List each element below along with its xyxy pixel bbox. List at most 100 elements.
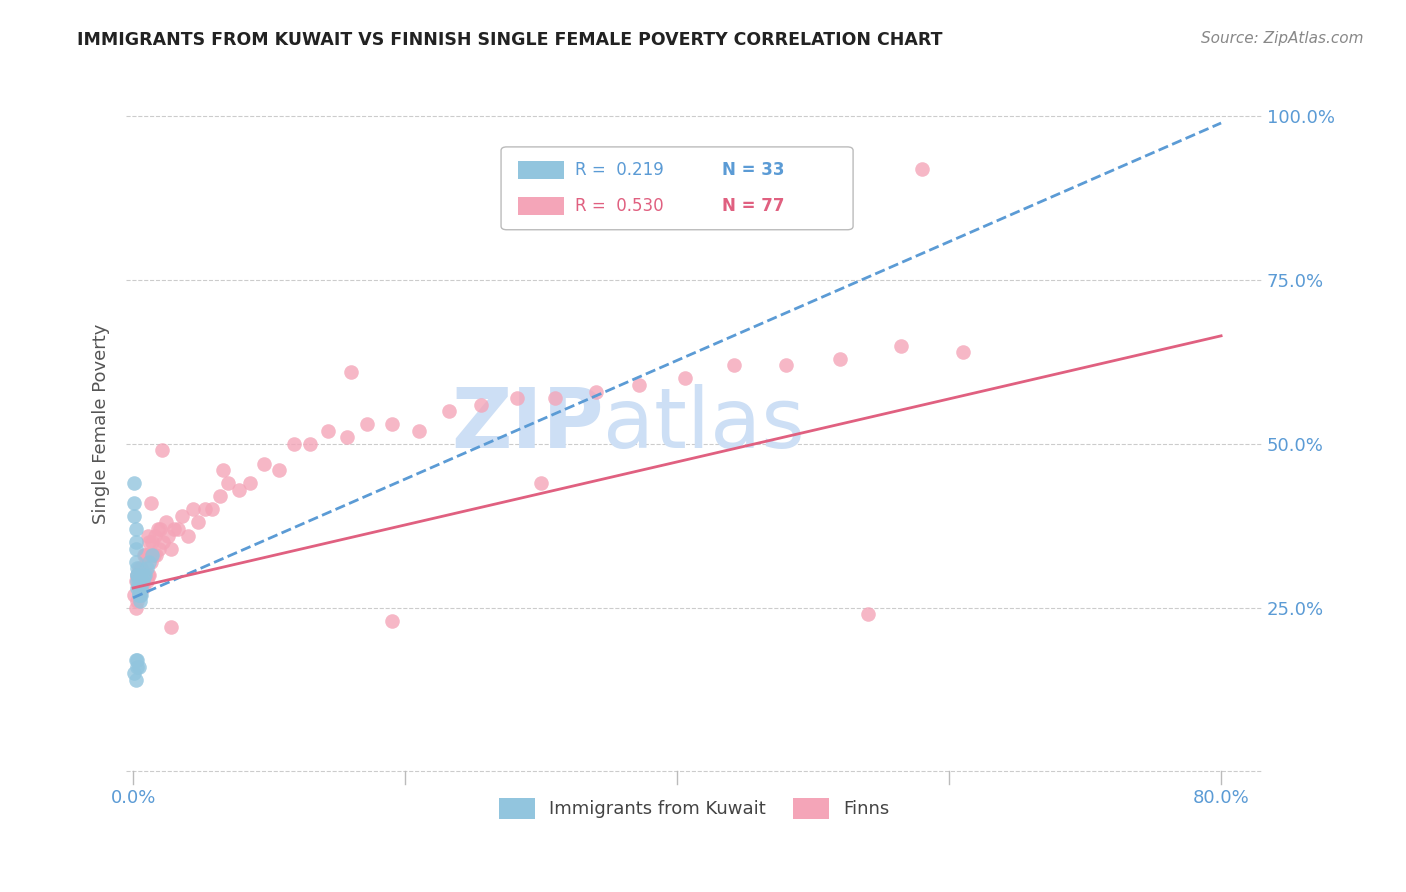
Point (911, 161, 934, 176)
Point (627, 378, 650, 392)
Point (149, 522, 172, 536)
Point (127, 567, 149, 582)
Point (127, 567, 149, 582)
Point (124, 476, 146, 491)
Point (830, 351, 852, 366)
Point (201, 502, 224, 516)
Point (128, 587, 150, 601)
Point (298, 437, 321, 451)
Point (127, 574, 149, 589)
Point (316, 424, 339, 438)
Point (150, 443, 173, 458)
Point (217, 476, 239, 491)
Point (141, 548, 163, 562)
Point (125, 600, 148, 615)
Point (128, 587, 150, 601)
Text: N = 77: N = 77 (723, 197, 785, 215)
Point (124, 587, 146, 601)
Point (775, 359, 797, 373)
Point (127, 581, 149, 595)
Point (408, 424, 430, 438)
Point (136, 528, 159, 542)
Point (253, 457, 276, 471)
Text: IMMIGRANTS FROM KUWAIT VS FINNISH SINGLE FEMALE POVERTY CORRELATION CHART: IMMIGRANTS FROM KUWAIT VS FINNISH SINGLE… (77, 31, 943, 49)
Point (138, 555, 160, 569)
Point (283, 437, 305, 451)
Point (124, 666, 146, 681)
Point (128, 581, 150, 595)
Point (138, 567, 160, 582)
Point (155, 516, 177, 530)
Point (146, 522, 169, 536)
Point (134, 567, 156, 582)
Point (132, 548, 155, 562)
Point (129, 594, 152, 608)
Point (890, 339, 912, 353)
Point (356, 417, 378, 432)
Point (131, 581, 153, 595)
Point (138, 535, 160, 549)
Point (170, 508, 193, 523)
Point (128, 587, 150, 601)
Point (723, 359, 745, 373)
Point (129, 581, 152, 595)
Point (585, 384, 607, 399)
Text: ZIP: ZIP (451, 384, 603, 465)
Point (135, 574, 157, 589)
Point (134, 548, 156, 562)
Point (134, 567, 156, 582)
Point (128, 561, 150, 575)
Point (129, 574, 152, 589)
Point (127, 567, 149, 582)
Point (336, 430, 359, 444)
Point (530, 476, 553, 491)
Point (125, 535, 148, 549)
Point (128, 659, 150, 673)
Point (194, 502, 217, 516)
Point (267, 463, 290, 477)
Point (131, 567, 153, 582)
Point (124, 508, 146, 523)
Point (129, 561, 152, 575)
Point (136, 567, 159, 582)
Bar (517, 161, 564, 179)
Y-axis label: Single Female Poverty: Single Female Poverty (93, 324, 110, 524)
Point (139, 555, 162, 569)
Point (127, 561, 149, 575)
Point (176, 528, 198, 542)
FancyBboxPatch shape (501, 147, 853, 230)
Point (129, 587, 152, 601)
Point (437, 404, 460, 418)
Point (125, 653, 148, 667)
Point (135, 561, 157, 575)
Point (181, 502, 204, 516)
Point (167, 522, 190, 536)
Point (124, 496, 146, 510)
Text: atlas: atlas (603, 384, 806, 465)
Point (952, 345, 974, 359)
Point (673, 371, 696, 385)
Point (856, 607, 879, 622)
Point (145, 548, 167, 562)
Point (157, 528, 180, 542)
Point (505, 391, 527, 405)
Point (135, 548, 157, 562)
Point (141, 535, 163, 549)
Text: Source: ZipAtlas.com: Source: ZipAtlas.com (1201, 31, 1364, 46)
Point (127, 653, 149, 667)
Point (187, 516, 209, 530)
Point (380, 417, 402, 432)
Point (209, 489, 232, 503)
Point (127, 594, 149, 608)
Point (128, 574, 150, 589)
Point (148, 541, 170, 556)
Point (228, 483, 250, 497)
Point (239, 476, 262, 491)
Point (380, 614, 402, 628)
Point (143, 528, 166, 542)
Bar (517, 197, 564, 215)
Point (125, 673, 148, 687)
Point (470, 398, 492, 412)
Point (125, 555, 148, 569)
Point (163, 522, 186, 536)
